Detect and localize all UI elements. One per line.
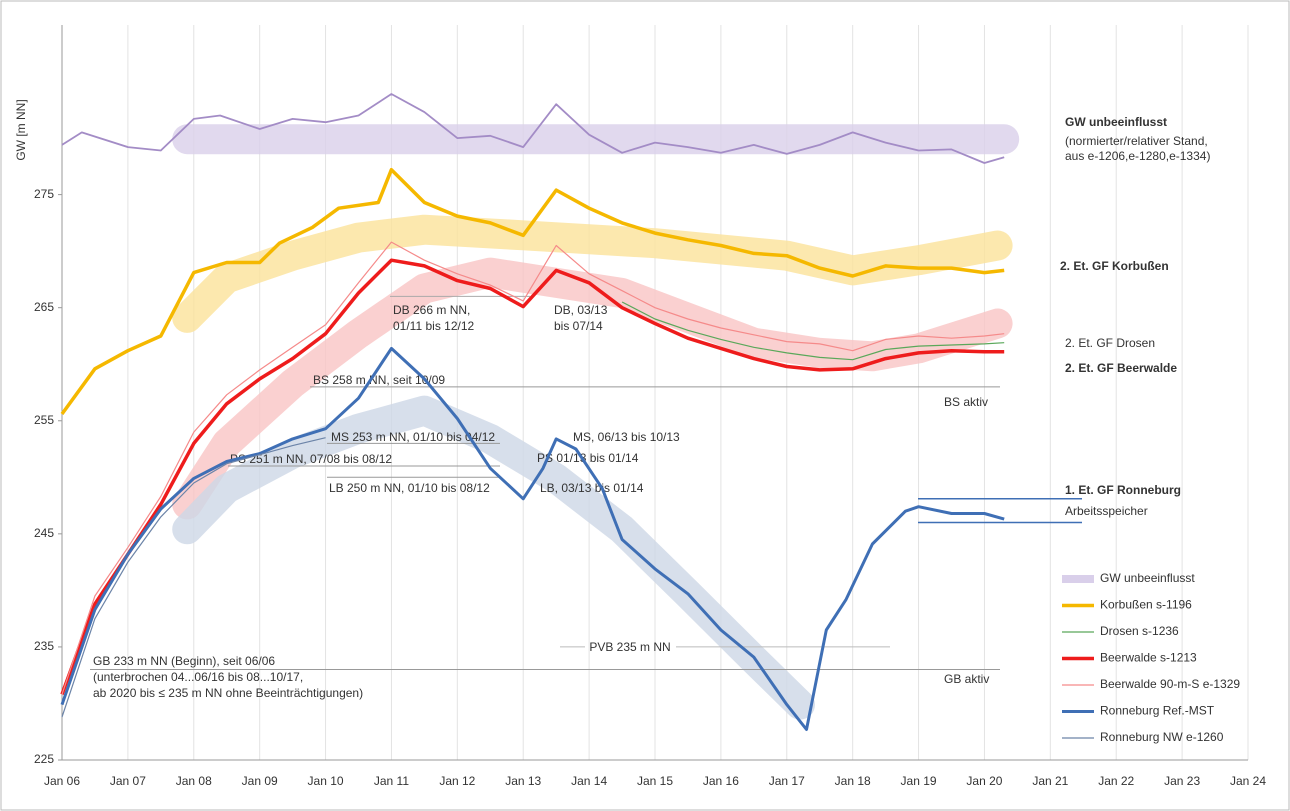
x-tick-label: Jan 13	[505, 774, 541, 788]
x-tick-label: Jan 10	[308, 774, 344, 788]
x-tick-label: Jan 23	[1164, 774, 1200, 788]
series-line	[60, 258, 1005, 695]
y-tick-label: 255	[34, 413, 54, 427]
annotation: (normierter/relativer Stand,	[1065, 134, 1208, 148]
legend-label: Drosen s-1236	[1100, 624, 1179, 638]
legend-label: Ronneburg NW e-1260	[1100, 730, 1224, 744]
annotation: PS 01/13 bis 01/14	[537, 451, 639, 465]
x-tick-label: Jan 18	[835, 774, 871, 788]
x-tick-label: Jan 14	[571, 774, 607, 788]
x-tick-label: Jan 20	[966, 774, 1002, 788]
legend-label: Beerwalde 90-m-S e-1329	[1100, 677, 1240, 691]
annotation: BS 258 m NN, seit 10/09	[313, 373, 445, 387]
series-line	[61, 241, 1005, 695]
annotation: 2. Et. GF Beerwalde	[1065, 361, 1177, 375]
annotation: 01/11 bis 12/12	[393, 319, 475, 333]
y-tick-label: 235	[34, 639, 54, 653]
x-tick-label: Jan 07	[110, 774, 146, 788]
annotation: GB aktiv	[944, 672, 989, 686]
annotation: GW unbeeinflusst	[1065, 115, 1167, 129]
annotation: MS, 06/13 bis 10/13	[573, 430, 680, 444]
annotation: LB, 03/13 bis 01/14	[540, 481, 644, 495]
x-tick-label: Jan 09	[242, 774, 278, 788]
legend-label: Beerwalde s-1213	[1100, 651, 1197, 665]
annotation: 2. Et. GF Korbußen	[1060, 259, 1169, 273]
x-tick-label: Jan 22	[1098, 774, 1134, 788]
annotation: bis 07/14	[554, 319, 603, 333]
y-tick-label: 245	[34, 526, 54, 540]
legend-label: Korbußen s-1196	[1100, 598, 1192, 612]
annotation: 1. Et. GF Ronneburg	[1065, 483, 1181, 497]
series-line	[60, 346, 1005, 731]
x-tick-label: Jan 12	[439, 774, 475, 788]
annotation: PVB 235 m NN	[589, 640, 670, 654]
x-tick-label: Jan 24	[1230, 774, 1266, 788]
legend-label: GW unbeeinflusst	[1100, 571, 1195, 585]
annotation: DB 266 m NN,	[393, 303, 470, 317]
x-tick-label: Jan 19	[901, 774, 937, 788]
annotation: BS aktiv	[944, 395, 988, 409]
y-tick-label: 225	[34, 752, 54, 766]
annotation: Arbeitsspeicher	[1065, 504, 1148, 518]
x-tick-label: Jan 11	[374, 774, 409, 788]
x-tick-label: Jan 08	[176, 774, 212, 788]
y-axis-label: GW [m NN]	[14, 99, 28, 160]
x-tick-label: Jan 06	[44, 774, 80, 788]
series-line	[621, 301, 1005, 361]
annotation: DB, 03/13	[554, 303, 608, 317]
x-tick-label: Jan 17	[769, 774, 805, 788]
annotation: GB 233 m NN (Beginn), seit 06/06	[93, 654, 275, 668]
series-line	[60, 167, 1005, 416]
x-tick-label: Jan 15	[637, 774, 673, 788]
series-line	[61, 437, 326, 718]
annotation: PS 251 m NN, 07/08 bis 08/12	[230, 452, 392, 466]
legend-label: Ronneburg Ref.-MST	[1100, 704, 1215, 718]
y-tick-label: 275	[34, 187, 54, 201]
annotation: (unterbrochen 04...06/16 bis 08...10/17,	[93, 670, 303, 684]
range-band	[172, 395, 815, 720]
legend: GW unbeeinflusst Korbußen s-1196 Drosen s-…	[1062, 571, 1240, 744]
y-tick-label: 265	[34, 300, 54, 314]
x-tick-label: Jan 21	[1032, 774, 1068, 788]
annotation: MS 253 m NN, 01/10 bis 04/12	[331, 430, 495, 444]
series-line	[61, 93, 1005, 164]
x-tick-label: Jan 16	[703, 774, 739, 788]
annotation: aus e-1206,e-1280,e-1334)	[1065, 149, 1210, 163]
annotation: LB 250 m NN, 01/10 bis 08/12	[329, 481, 490, 495]
annotation: 2. Et. GF Drosen	[1065, 336, 1155, 350]
annotation: ab 2020 bis ≤ 235 m NN ohne Beeinträchti…	[93, 686, 363, 700]
